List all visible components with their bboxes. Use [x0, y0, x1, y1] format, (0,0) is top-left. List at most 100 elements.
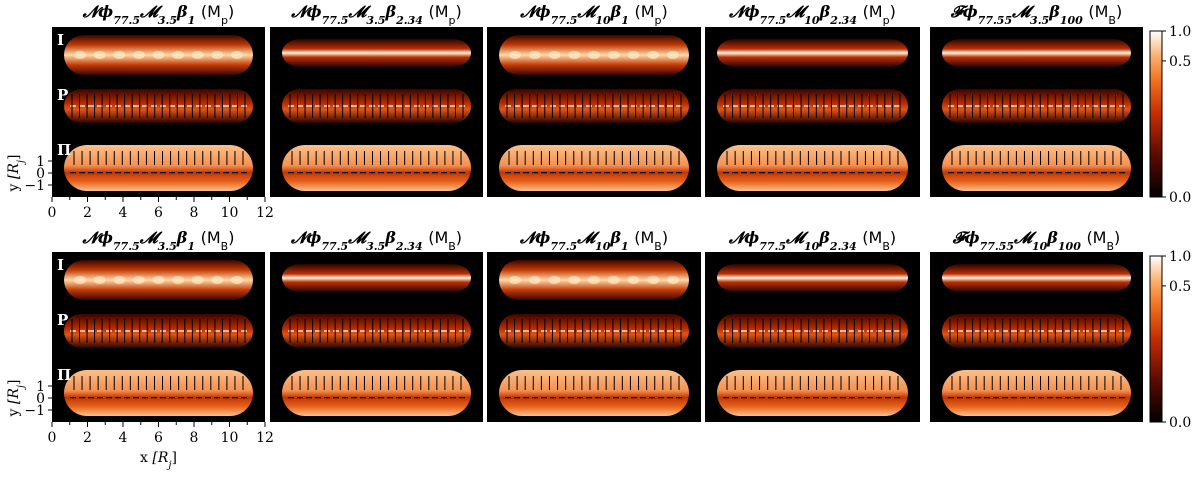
map-panel [52, 27, 265, 197]
intensity-band [282, 264, 471, 292]
mode-subscript: B [1106, 240, 1114, 253]
mode-end: ) [228, 228, 234, 247]
y-label-part: y [6, 179, 22, 192]
knot-spot [607, 51, 620, 59]
title-subscript: 1 [621, 240, 629, 253]
title-symbol: 𝓕ϕ [952, 228, 980, 247]
y-label-part: j [16, 160, 27, 165]
colorbar-gradient [1149, 30, 1163, 198]
colorbar-tick-label: 1.0 [1169, 24, 1191, 40]
title-symbol: β [818, 228, 830, 247]
intensity-band [282, 39, 471, 67]
knot-spot [191, 276, 204, 284]
stokes-row-label: P [57, 311, 68, 329]
title-symbol: 𝓜 [576, 2, 600, 21]
y-axis-label: y [Rj] [6, 380, 27, 418]
title-symbol: 𝓝ϕ [519, 228, 550, 247]
title-symbol: 𝓝ϕ [728, 228, 759, 247]
title-symbol: 𝓜 [785, 2, 809, 21]
y-tick-label: 0 [36, 166, 45, 182]
map-panel [705, 252, 920, 422]
mode-end: ) [456, 2, 462, 21]
mode-label: (M [863, 2, 883, 21]
map-panel [930, 252, 1143, 422]
title-subscript: 2.34 [829, 14, 857, 27]
pol-fraction-band [282, 370, 471, 416]
knot-spot [191, 51, 204, 59]
title-symbol: 𝓝ϕ [290, 228, 321, 247]
title-symbol: β [176, 228, 188, 247]
knot-spot [132, 276, 145, 284]
panel-title: 𝓝ϕ77.5𝓜3.5β1 (Mp) [82, 2, 234, 27]
knot-spot [93, 51, 106, 59]
colorbar-tick-label: 0.5 [1169, 54, 1191, 70]
mode-label: (M [635, 2, 655, 21]
title-subscript: 1 [188, 14, 196, 27]
pol-fraction-band [942, 145, 1131, 191]
knot-spot [113, 276, 126, 284]
x-tick-label: 6 [154, 205, 163, 221]
knot-spot [509, 51, 521, 59]
knot-spot [588, 276, 600, 284]
mode-subscript: B [654, 240, 662, 253]
title-symbol: 𝓜 [576, 228, 600, 247]
title-subscript: 100 [1060, 14, 1083, 27]
title-subscript: 10 [595, 14, 611, 27]
mode-end: ) [228, 2, 234, 21]
panel-title: 𝓕ϕ77.55𝓜10β100 (MB) [952, 228, 1121, 253]
title-symbol: 𝓜 [139, 2, 163, 21]
x-axis-label: x [Rj] [140, 450, 177, 471]
knot-spot [647, 276, 660, 284]
panel-title: 𝓝ϕ77.5𝓜3.5β1 (MB) [82, 228, 235, 253]
title-subscript: 2.34 [829, 240, 857, 253]
title-subscript: 77.5 [759, 240, 786, 253]
title-subscript: 10 [1032, 240, 1048, 253]
title-symbol: β [819, 2, 831, 21]
knot-spot [627, 276, 640, 284]
knot-spot [211, 51, 224, 59]
title-subscript: 3.5 [366, 240, 385, 253]
x-label-part: ] [172, 450, 177, 466]
y-label-part: ] [6, 380, 22, 385]
mode-label: (M [428, 228, 448, 247]
title-symbol: 𝓜 [347, 2, 371, 21]
stokes-row-label: I [57, 31, 64, 49]
mode-label: (M [1086, 228, 1106, 247]
map-panel [270, 27, 483, 197]
y-label-part: j [16, 385, 27, 390]
panel-title: 𝓝ϕ77.5𝓜3.5β2.34 (MB) [290, 228, 462, 253]
title-subscript: 3.5 [158, 240, 177, 253]
map-panel [487, 252, 701, 422]
knot-spot [528, 51, 541, 59]
y-axis-label: y [Rj] [6, 155, 27, 193]
title-subscript: 2.34 [395, 240, 423, 253]
knot-spot [211, 276, 224, 284]
x-label-part: j [166, 460, 171, 471]
intensity-band [942, 39, 1131, 67]
colorbar-tick-label: 0.0 [1169, 190, 1191, 206]
title-subscript: 10 [804, 14, 820, 27]
title-symbol: 𝓜 [785, 228, 809, 247]
title-symbol: β [609, 228, 621, 247]
knot-spot [667, 276, 679, 284]
knot-spot [509, 276, 521, 284]
mode-label: (M [634, 228, 654, 247]
polarized-band [64, 314, 253, 348]
polarized-band [499, 89, 689, 123]
stokes-row-label: I [57, 256, 64, 274]
knot-spot [132, 51, 145, 59]
title-subscript: 77.5 [322, 14, 349, 27]
title-symbol: 𝓝ϕ [82, 228, 113, 247]
title-subscript: 100 [1058, 240, 1081, 253]
polarized-band [717, 89, 908, 123]
panel-title: 𝓝ϕ77.5𝓜10β1 (MB) [519, 228, 668, 253]
mode-subscript: B [882, 240, 890, 253]
title-subscript: 10 [595, 240, 611, 253]
map-panel [930, 27, 1143, 197]
knot-spot [548, 276, 561, 284]
y-tick-label: −1 [24, 403, 45, 419]
map-panel [487, 27, 701, 197]
knot-spot [667, 51, 679, 59]
title-subscript: 77.55 [980, 240, 1014, 253]
